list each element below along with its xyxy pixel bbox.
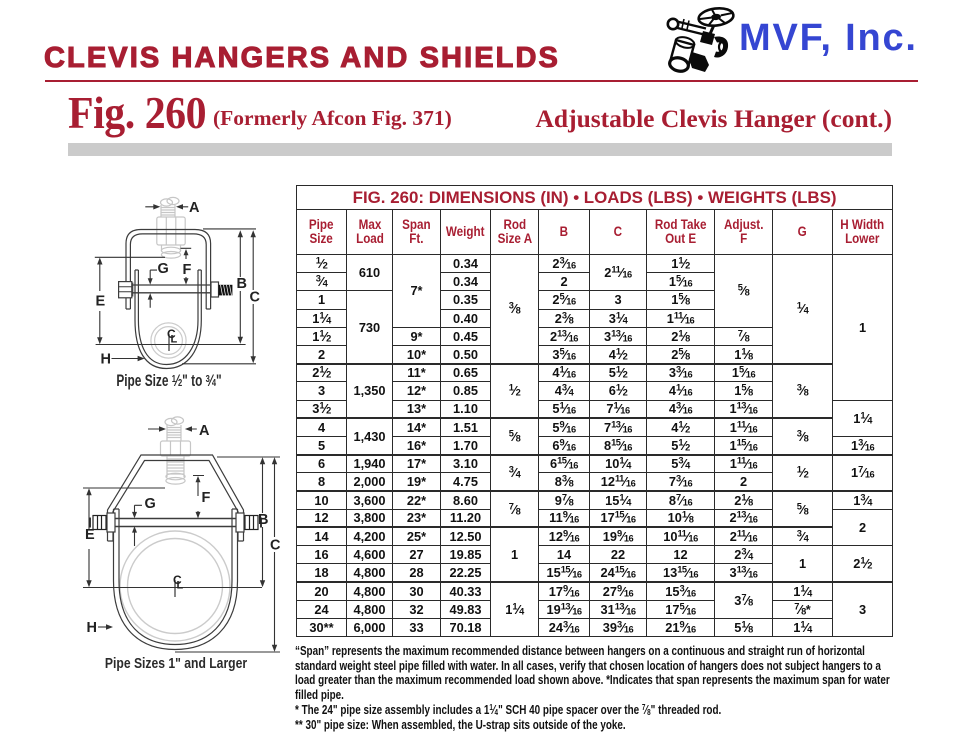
svg-text:G: G [145, 496, 156, 512]
svg-text:H: H [101, 352, 111, 368]
svg-text:F: F [202, 490, 211, 506]
svg-text:G: G [158, 261, 169, 277]
svg-text:C: C [270, 538, 281, 554]
svg-text:A: A [189, 200, 200, 216]
svg-text:E: E [96, 294, 106, 310]
svg-text:E: E [85, 527, 95, 543]
svg-text:F: F [183, 262, 192, 278]
svg-text:C: C [173, 573, 182, 587]
svg-text:L: L [171, 334, 178, 346]
svg-text:C: C [167, 327, 176, 341]
svg-text:A: A [199, 423, 210, 439]
svg-text:H: H [87, 620, 97, 636]
svg-text:B: B [258, 512, 268, 528]
svg-text:C: C [250, 290, 261, 306]
svg-text:L: L [177, 580, 184, 592]
svg-text:B: B [237, 276, 247, 292]
